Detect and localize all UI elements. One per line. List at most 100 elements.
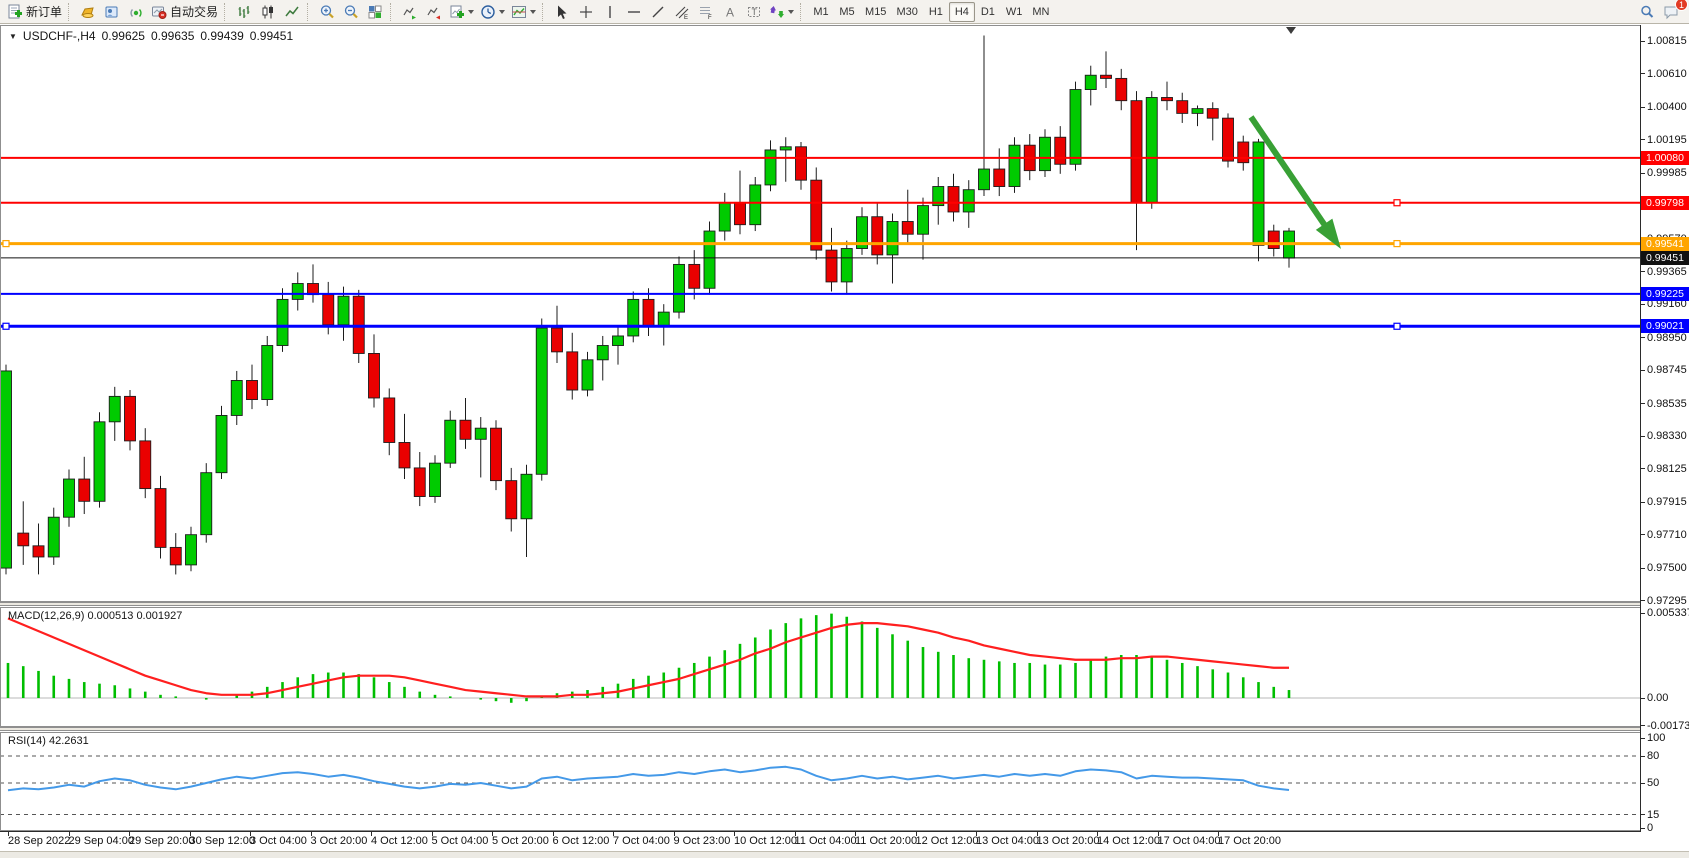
new-chart-button[interactable] xyxy=(446,1,477,23)
timeframe-H4[interactable]: H4 xyxy=(948,1,975,22)
timeframe-M15[interactable]: M15 xyxy=(865,5,887,18)
toolbar-separator xyxy=(390,2,395,21)
timeframe-M30[interactable]: M30 xyxy=(896,5,918,18)
text-tool-button[interactable]: A xyxy=(718,1,742,23)
rsi-indicator-label: RSI(14) 42.2631 xyxy=(8,735,89,747)
time-tick-label: 29 Sep 04:00 xyxy=(68,835,134,847)
trend-arrow[interactable] xyxy=(1248,115,1330,231)
time-tick-mark xyxy=(492,832,493,836)
price-tick-label: 1.00610 xyxy=(1641,68,1687,80)
periods-button[interactable] xyxy=(477,1,508,23)
level-price-tag[interactable]: 1.00080 xyxy=(1641,150,1689,165)
time-tick-label: 14 Oct 12:00 xyxy=(1097,835,1160,847)
text-label-tool-button[interactable]: T xyxy=(742,1,766,23)
chevron-down-icon xyxy=(499,9,506,14)
close-value: 0.99451 xyxy=(249,29,294,43)
text-icon: A xyxy=(726,5,734,19)
search-button[interactable] xyxy=(1635,1,1659,23)
time-tick-mark xyxy=(976,832,977,836)
line-handle[interactable] xyxy=(1393,239,1401,248)
timeframe-M1[interactable]: M1 xyxy=(813,5,829,18)
rsi-tick-label: 80 xyxy=(1641,750,1659,762)
time-tick-label: 11 Oct 20:00 xyxy=(855,835,918,847)
time-axis[interactable]: 28 Sep 2022 29 Sep 04:00 29 Sep 20:00 30 Se… xyxy=(0,831,1641,851)
macd-indicator-label: MACD(12,26,9) 0.000513 0.001927 xyxy=(8,610,183,622)
price-tick-label: 0.97500 xyxy=(1641,562,1687,574)
high-value: 0.99635 xyxy=(150,29,195,43)
level-price-tag[interactable]: 0.99451 xyxy=(1641,250,1689,265)
price-tick-label: 0.98330 xyxy=(1641,430,1687,442)
timeframe-W1[interactable]: W1 xyxy=(1005,5,1023,18)
tile-windows-button[interactable] xyxy=(363,1,387,23)
price-chart-canvas[interactable] xyxy=(0,25,1641,602)
chart-shift-button[interactable] xyxy=(422,1,446,23)
text-label-icon: T xyxy=(748,6,761,17)
svg-text:T: T xyxy=(752,7,758,17)
price-tick-label: 0.97295 xyxy=(1641,595,1687,607)
zoom-out-icon xyxy=(344,4,358,18)
timeframe-H1[interactable]: H1 xyxy=(928,5,943,18)
price-tick-label: 1.00815 xyxy=(1641,35,1687,47)
price-axis-border xyxy=(1640,25,1641,831)
bar-chart-button[interactable] xyxy=(232,1,256,23)
templates-button[interactable] xyxy=(508,1,539,23)
new-order-button[interactable]: 新订单 xyxy=(4,1,65,23)
auto-trading-icon xyxy=(152,6,167,19)
price-axis[interactable]: 1.00815 1.00610 1.00400 1.00195 0.99985 0.997… xyxy=(1641,25,1689,851)
auto-scroll-icon xyxy=(403,7,417,19)
level-price-tag[interactable]: 0.99541 xyxy=(1641,236,1689,251)
signals-button[interactable] xyxy=(124,1,148,23)
time-tick-mark xyxy=(552,832,554,836)
line-chart-button[interactable] xyxy=(280,1,304,23)
channel-tool-button[interactable]: E xyxy=(670,1,694,23)
auto-trading-button[interactable]: 自动交易 xyxy=(148,1,221,23)
time-tick-label: 4 Oct 12:00 xyxy=(371,835,428,847)
horizontal-line-tool-button[interactable] xyxy=(622,1,646,23)
fibonacci-tool-button[interactable]: F xyxy=(694,1,718,23)
new-order-icon xyxy=(8,4,22,18)
svg-text:F: F xyxy=(708,15,712,20)
notifications-button[interactable]: 1 xyxy=(1659,0,1688,23)
line-handle[interactable] xyxy=(2,322,10,330)
level-price-tag[interactable]: 0.99225 xyxy=(1641,286,1689,301)
timeframe-D1[interactable]: D1 xyxy=(980,5,995,18)
time-tick-label: 17 Oct 20:00 xyxy=(1218,835,1281,847)
panel-splitter[interactable] xyxy=(0,727,1641,731)
rsi-panel-canvas[interactable] xyxy=(0,732,1641,831)
time-tick-mark xyxy=(8,832,9,836)
chart-shift-marker[interactable] xyxy=(1286,27,1296,34)
level-price-tag[interactable]: 0.99798 xyxy=(1641,195,1689,210)
line-handle[interactable] xyxy=(1393,322,1401,330)
toolbar-separator xyxy=(68,2,73,21)
panel-splitter[interactable] xyxy=(0,602,1641,606)
rsi-tick-label: 15 xyxy=(1641,809,1659,821)
line-handle[interactable] xyxy=(1393,199,1401,207)
zoom-in-button[interactable] xyxy=(315,1,339,23)
chevron-down-icon[interactable]: ▼ xyxy=(9,31,17,41)
time-tick-label: 30 Sep 12:00 xyxy=(189,835,255,847)
publisher-button[interactable] xyxy=(76,1,100,23)
svg-text:A: A xyxy=(726,5,734,19)
macd-panel-canvas[interactable] xyxy=(0,607,1641,727)
timeframe-M5[interactable]: M5 xyxy=(839,5,855,18)
time-tick-label: 9 Oct 23:00 xyxy=(673,835,731,847)
zoom-out-button[interactable] xyxy=(339,1,363,23)
trendline-tool-button[interactable] xyxy=(646,1,670,23)
crosshair-tool-button[interactable] xyxy=(574,1,598,23)
trend-arrow-head[interactable] xyxy=(1315,218,1341,249)
toolbar-separator xyxy=(307,2,312,21)
arrows-tool-button[interactable] xyxy=(766,1,797,23)
time-tick-mark xyxy=(794,832,796,836)
candlestick-chart-button[interactable] xyxy=(256,1,280,23)
chart-window: 1.00815 1.00610 1.00400 1.00195 0.99985 0.997… xyxy=(0,25,1689,851)
time-tick-mark xyxy=(734,832,735,836)
vertical-line-tool-button[interactable] xyxy=(598,1,622,23)
line-handle[interactable] xyxy=(2,239,10,248)
auto-scroll-button[interactable] xyxy=(398,1,422,23)
level-price-tag[interactable]: 0.99021 xyxy=(1641,319,1689,334)
cursor-tool-button[interactable] xyxy=(550,1,574,23)
line-chart-icon xyxy=(285,6,299,16)
market-watch-button[interactable] xyxy=(100,1,124,23)
rsi-tick-label: 100 xyxy=(1641,732,1665,744)
timeframe-MN[interactable]: MN xyxy=(1032,5,1050,18)
